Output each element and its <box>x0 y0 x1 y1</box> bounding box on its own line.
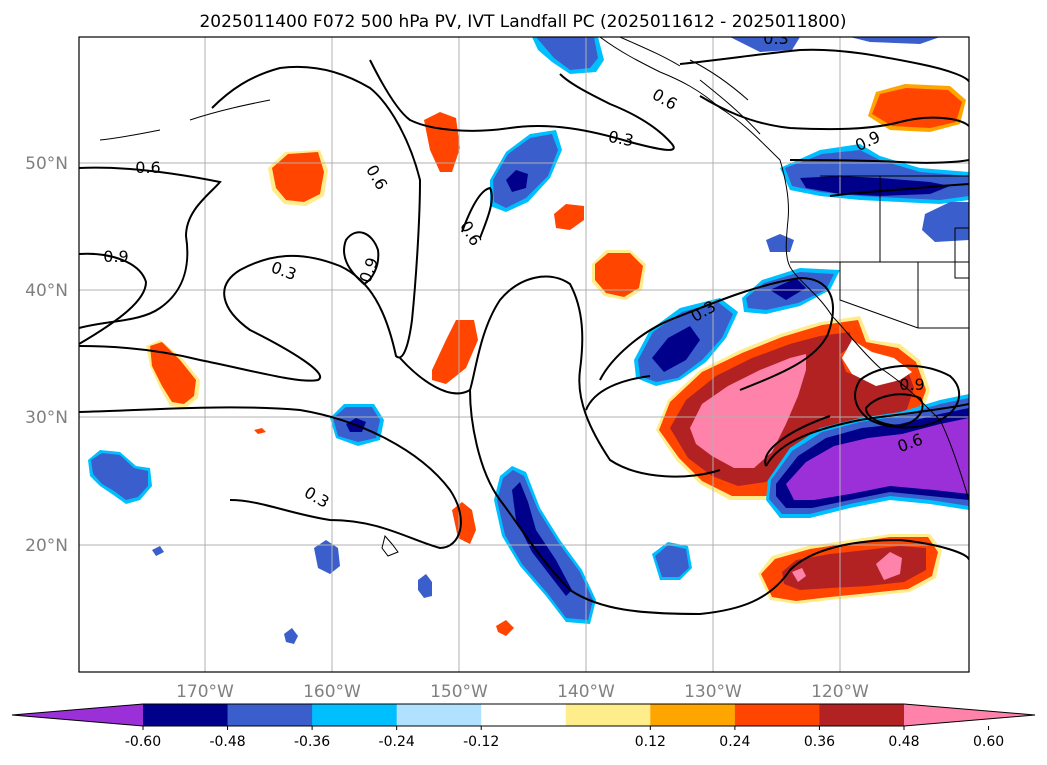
colorbar-tick-label: -0.12 <box>463 734 499 750</box>
lat-label: 20°N <box>25 536 68 556</box>
colorbar-tick-label: 0.24 <box>719 734 750 750</box>
negative-region <box>770 278 806 300</box>
lon-label: 170°W <box>176 682 234 702</box>
lat-label: 40°N <box>25 281 68 301</box>
positive-region <box>595 253 643 297</box>
positive-region <box>150 342 196 404</box>
lat-label: 30°N <box>25 408 68 428</box>
negative-region <box>786 418 969 500</box>
negative-region <box>314 540 340 574</box>
negative-region <box>800 176 950 196</box>
contour-label: 0.9 <box>103 247 128 266</box>
colorbar-segment <box>227 704 313 726</box>
negative-region <box>152 546 164 556</box>
contour-label: 0.9 <box>899 375 924 394</box>
positive-region <box>554 204 584 230</box>
map-title: 2025011400 F072 500 hPa PV, IVT Landfall… <box>199 12 846 32</box>
negative-region <box>922 202 969 242</box>
map-frame <box>78 36 970 673</box>
colorbar-tick-label: -0.60 <box>125 734 161 750</box>
latitude-labels: 50°N 40°N 30°N 20°N <box>25 154 68 556</box>
lon-label: 140°W <box>557 682 615 702</box>
positive-region <box>792 568 806 582</box>
negative-region <box>493 134 558 208</box>
colorbar-segment <box>396 704 482 726</box>
colorbar-segment <box>650 704 736 726</box>
colorbar-tick-label: -0.36 <box>294 734 330 750</box>
negative-region <box>536 37 598 70</box>
longitude-labels: 170°W 160°W 150°W 140°W 130°W 120°W <box>176 682 869 702</box>
positive-region <box>690 354 806 468</box>
colorbar-extend-low <box>12 704 143 726</box>
negative-region <box>850 37 940 44</box>
positive-region <box>842 340 912 386</box>
positive-region <box>496 620 514 636</box>
positive-region <box>872 88 962 128</box>
colorbar-segment <box>481 704 567 726</box>
colorbar: -0.60 -0.48 -0.36 -0.24 -0.12 0.12 0.24 0.36 0.4… <box>11 703 1036 750</box>
lon-label: 160°W <box>303 682 361 702</box>
colorbar-tick-label: 0.12 <box>635 734 666 750</box>
negative-region <box>655 545 689 577</box>
map-panel: 0.6 0.9 0.3 0.6 0.9 0.6 0.3 0.6 0.3 0.9 … <box>78 29 970 673</box>
lon-label: 120°W <box>811 682 869 702</box>
contour-label: 0.3 <box>607 127 635 150</box>
contour-label: 0.6 <box>135 158 160 177</box>
contour-lines <box>79 48 969 616</box>
colorbar-tick-label: -0.48 <box>209 734 245 750</box>
lat-label: 50°N <box>25 154 68 174</box>
colorbar-extend-high <box>904 704 1035 726</box>
lon-label: 150°W <box>430 682 488 702</box>
negative-region <box>506 170 528 192</box>
positive-region <box>254 428 266 434</box>
positive-region <box>876 552 902 580</box>
colorbar-segment <box>819 704 905 726</box>
negative-region <box>766 234 794 252</box>
colorbar-tick-label: -0.24 <box>379 734 415 750</box>
gridlines <box>79 37 969 672</box>
colorbar-tick-label: 0.60 <box>973 734 1004 750</box>
colorbar-segment <box>734 704 820 726</box>
negative-region <box>91 453 148 500</box>
colorbar-tick-label: 0.36 <box>804 734 835 750</box>
colorbar-tick-label: 0.48 <box>888 734 919 750</box>
contour-label: 0.3 <box>763 29 788 48</box>
negative-region <box>512 482 572 596</box>
negative-region <box>284 628 298 644</box>
negative-region <box>418 574 432 598</box>
positive-region <box>272 152 324 202</box>
negative-region <box>730 37 800 52</box>
negative-region <box>652 326 700 372</box>
positive-region <box>432 320 478 384</box>
colorbar-segment <box>312 704 398 726</box>
lon-label: 130°W <box>684 682 742 702</box>
colorbar-segment <box>565 704 651 726</box>
colorbar-segment <box>143 704 229 726</box>
